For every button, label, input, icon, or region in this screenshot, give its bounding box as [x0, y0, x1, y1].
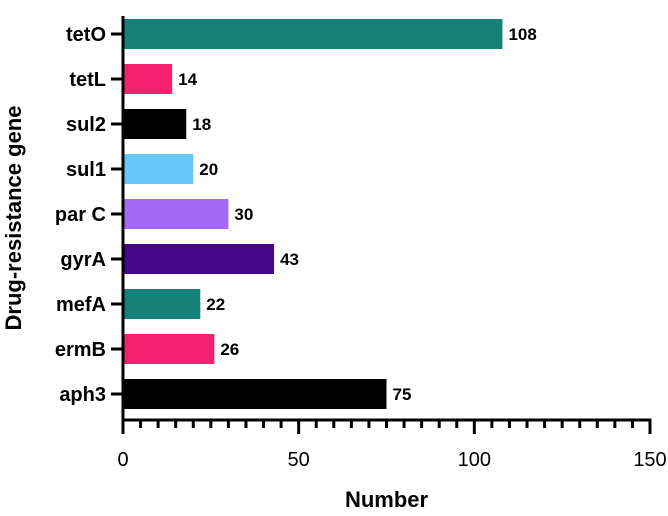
- bar-teto: [123, 19, 503, 49]
- bar-sul2: [123, 109, 187, 139]
- data-label: 30: [234, 205, 253, 224]
- y-tick-label: sul1: [66, 159, 106, 181]
- bars-layer: [123, 19, 503, 409]
- y-axis-title: Drug-resistance gene: [1, 106, 26, 331]
- y-tick-label: par C: [55, 204, 106, 226]
- x-axis-title: Number: [345, 487, 429, 512]
- x-tick-label: 0: [117, 449, 128, 471]
- bar-gyra: [123, 244, 275, 274]
- bar-ermb: [123, 334, 215, 364]
- data-label: 22: [206, 295, 225, 314]
- data-label: 75: [393, 385, 412, 404]
- x-tick-label: 50: [288, 449, 310, 471]
- bar-sul1: [123, 154, 194, 184]
- y-tick-label: tetL: [69, 69, 106, 91]
- data-label: 43: [280, 250, 299, 269]
- y-tick-label: mefA: [56, 294, 106, 316]
- y-tick-label: ermB: [55, 339, 106, 361]
- x-tick-label: 150: [633, 449, 666, 471]
- y-tick-label: tetO: [66, 24, 106, 46]
- data-label: 18: [192, 115, 211, 134]
- axes-layer: [111, 16, 652, 434]
- y-tick-label: sul2: [66, 114, 106, 136]
- data-label: 14: [178, 70, 197, 89]
- y-tick-label: gyrA: [60, 249, 106, 271]
- data-label: 108: [508, 25, 536, 44]
- x-tick-label: 100: [458, 449, 491, 471]
- labels-layer: tetO 108 tetL 14 sul2 18 sul1 20 par C 30 gyrA 43 me…: [55, 24, 667, 471]
- bar-mefa: [123, 289, 201, 319]
- y-tick-label: aph3: [59, 384, 106, 406]
- data-label: 26: [220, 340, 239, 359]
- bar-tetl: [123, 64, 173, 94]
- data-label: 20: [199, 160, 218, 179]
- bar-par-c: [123, 199, 229, 229]
- bar-aph3: [123, 379, 387, 409]
